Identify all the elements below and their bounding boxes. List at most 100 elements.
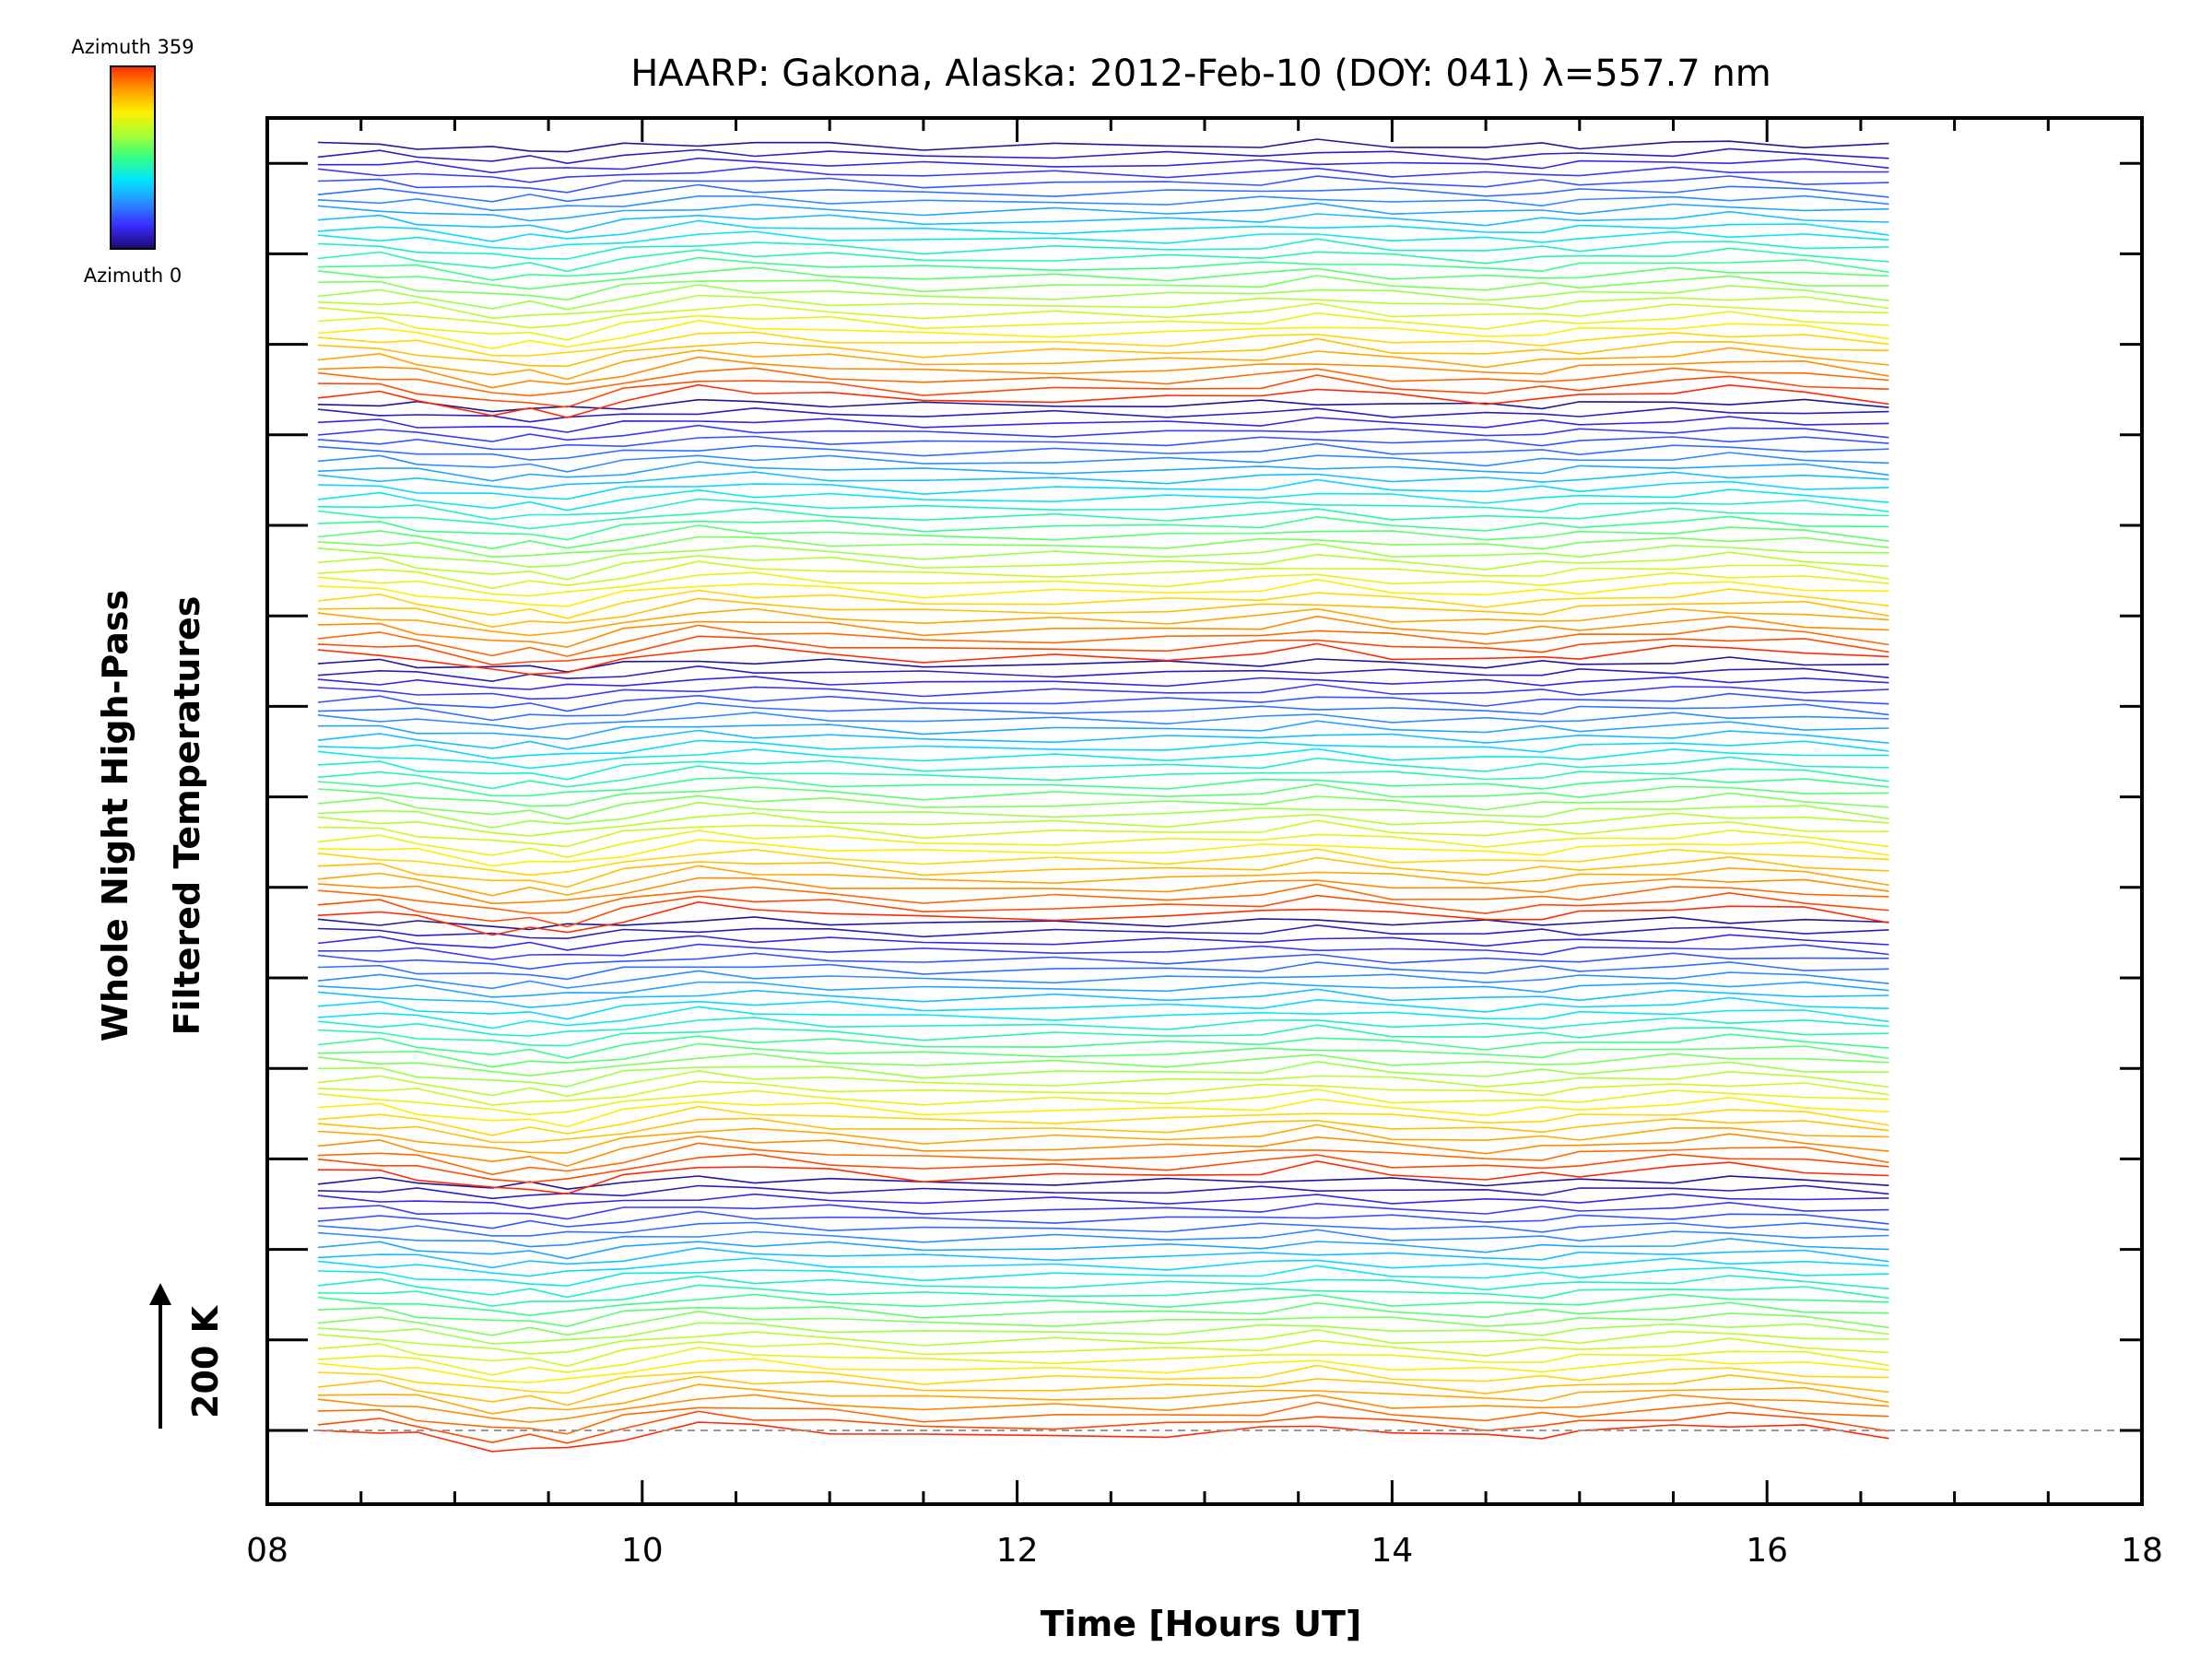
scale-arrow-icon	[149, 1283, 171, 1305]
series-line	[317, 1410, 1889, 1444]
series-line	[317, 665, 1889, 683]
x-axis-label: Time [Hours UT]	[1041, 1604, 1362, 1644]
series-line	[317, 294, 1889, 320]
series-line	[317, 1347, 1889, 1376]
series-line	[317, 1421, 1889, 1453]
series-lines	[317, 138, 1889, 1453]
series-line	[317, 230, 1889, 251]
series-line	[317, 498, 1889, 521]
series-line	[317, 1006, 1889, 1030]
series-line	[317, 1394, 1889, 1423]
series-line	[317, 996, 1889, 1020]
series-line	[317, 1080, 1889, 1106]
series-line	[317, 1401, 1889, 1435]
series-line	[317, 1284, 1889, 1307]
series-line	[317, 1124, 1889, 1154]
series-line	[317, 1374, 1889, 1406]
series-line	[317, 1175, 1889, 1191]
series-line	[317, 765, 1889, 790]
series-line	[317, 183, 1889, 203]
series-line	[317, 256, 1889, 281]
series-line	[317, 848, 1889, 877]
series-line	[317, 924, 1889, 940]
x-tick-label: 12	[996, 1532, 1039, 1570]
series-line	[317, 1257, 1889, 1277]
series-line	[317, 891, 1889, 928]
series-line	[317, 302, 1889, 329]
series-line	[317, 1293, 1889, 1317]
x-tick-label: 08	[246, 1532, 288, 1570]
x-tick-labels: 08 10 12 14 16 18	[246, 1532, 2163, 1570]
series-line	[317, 1024, 1889, 1047]
series-line	[317, 588, 1889, 619]
scale-label: 200 K	[185, 1304, 226, 1418]
series-line	[317, 756, 1889, 781]
series-line	[317, 729, 1889, 750]
series-line	[317, 367, 1889, 397]
series-line	[317, 981, 1889, 998]
series-line	[317, 1088, 1889, 1116]
series-line	[317, 1070, 1889, 1098]
series-line	[317, 571, 1889, 597]
series-line	[317, 1238, 1889, 1260]
series-line	[317, 792, 1889, 820]
series-line	[317, 830, 1889, 859]
series-line	[317, 1105, 1889, 1136]
series-line	[317, 194, 1889, 212]
series-line	[317, 934, 1889, 951]
x-tick-label: 10	[621, 1532, 664, 1570]
series-line	[317, 284, 1889, 311]
series-line	[317, 535, 1889, 559]
series-line	[317, 524, 1889, 550]
series-line	[317, 1221, 1889, 1237]
series-line	[317, 442, 1889, 461]
series-line	[317, 507, 1889, 530]
series-line	[317, 488, 1889, 512]
x-tick-label: 18	[2121, 1532, 2163, 1570]
series-line	[317, 701, 1889, 722]
series-line	[317, 1383, 1889, 1415]
series-line	[317, 452, 1889, 473]
series-line	[317, 1310, 1889, 1336]
series-line	[317, 219, 1889, 242]
series-line	[317, 615, 1889, 648]
series-line	[317, 1328, 1889, 1355]
series-line	[317, 739, 1889, 759]
series-line	[317, 478, 1889, 500]
series-line	[317, 202, 1889, 222]
series-line	[317, 656, 1889, 673]
series-line	[317, 900, 1889, 936]
azimuth-colorbar	[110, 65, 156, 250]
series-line	[317, 543, 1889, 569]
series-line	[317, 471, 1889, 490]
series-line	[317, 337, 1889, 368]
series-line	[317, 1033, 1889, 1059]
series-line	[317, 1159, 1889, 1195]
series-line	[317, 812, 1889, 837]
series-line	[317, 461, 1889, 482]
series-line	[317, 1247, 1889, 1269]
series-line	[317, 515, 1889, 541]
series-line	[317, 398, 1889, 413]
series-line	[317, 1133, 1889, 1167]
series-line	[317, 138, 1889, 153]
series-line	[317, 597, 1889, 629]
y-axis-label-line2: Filtered Temperatures	[167, 596, 207, 1036]
series-line	[317, 720, 1889, 740]
series-line	[317, 1322, 1889, 1345]
series-line	[317, 952, 1889, 971]
series-line	[317, 839, 1889, 867]
series-line	[317, 1117, 1889, 1144]
series-line	[317, 1301, 1889, 1328]
colorbar-top-label: Azimuth 359	[71, 36, 194, 58]
series-line	[317, 676, 1889, 690]
series-line	[317, 683, 1889, 700]
series-line	[317, 635, 1889, 666]
x-tick-label: 14	[1371, 1532, 1413, 1570]
series-line	[317, 801, 1889, 829]
series-line	[317, 406, 1889, 423]
series-line	[317, 157, 1889, 174]
series-line	[317, 210, 1889, 233]
series-line	[317, 1142, 1889, 1176]
